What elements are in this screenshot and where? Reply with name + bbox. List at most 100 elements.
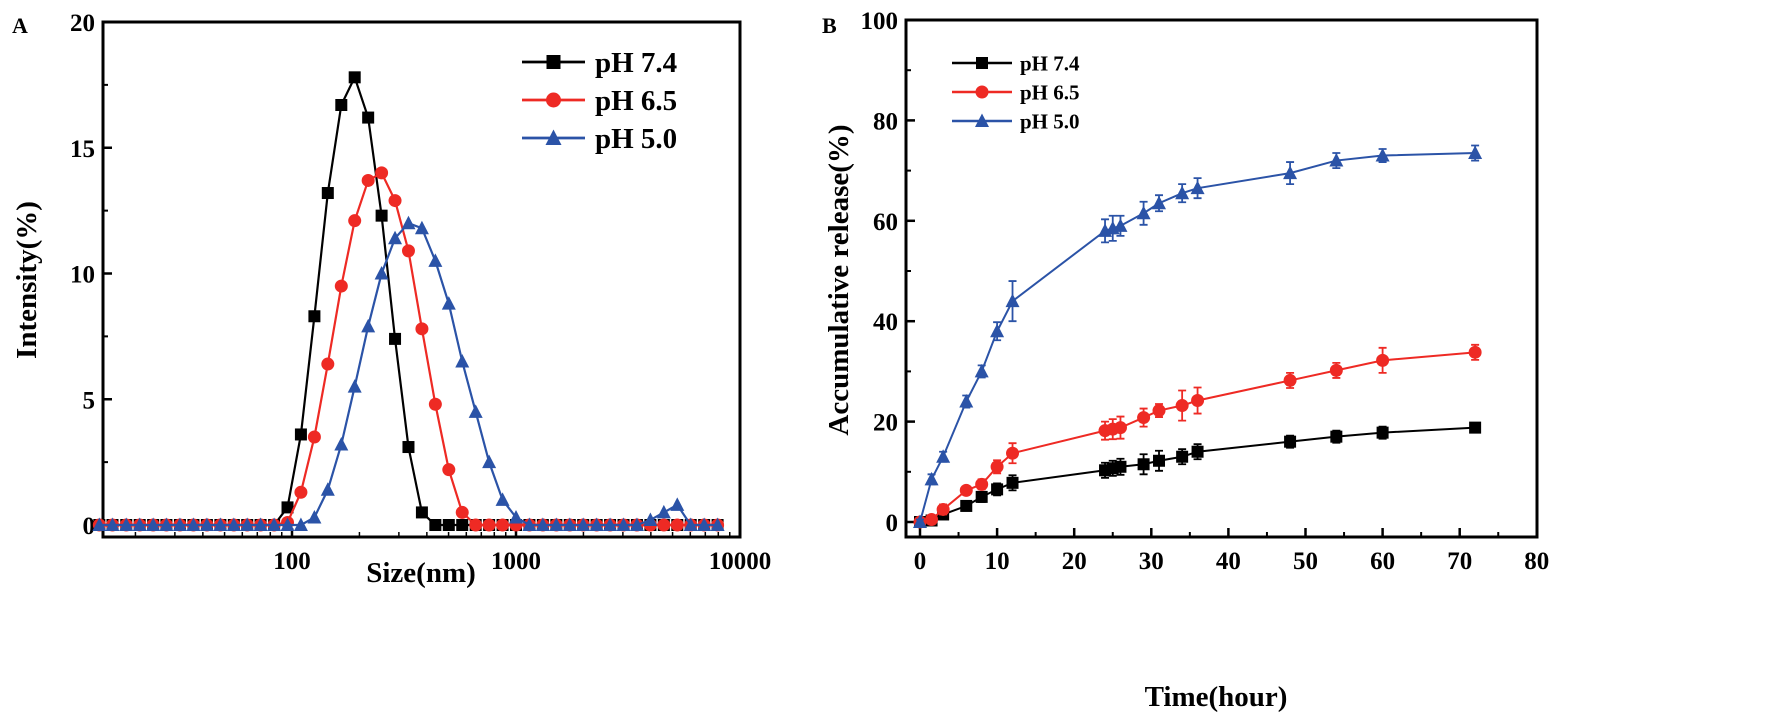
y-axis-label: Intensity(%) — [11, 201, 43, 359]
data-point — [429, 519, 442, 531]
data-point — [924, 471, 939, 486]
data-point — [1175, 399, 1189, 413]
data-point — [414, 220, 429, 235]
chart-b: 0 20 40 60 80 100 0 10 20 30 40 50 60 70 80 Time(hour) A… — [822, 8, 1549, 713]
data-point — [1114, 460, 1127, 473]
legend-label: pH 5.0 — [1020, 109, 1080, 133]
legend-marker — [976, 57, 988, 69]
data-point — [428, 253, 443, 267]
data-point — [374, 266, 389, 280]
x-tick-label: 10000 — [709, 548, 772, 575]
data-point — [1152, 404, 1166, 418]
data-point — [936, 502, 950, 516]
series-line — [919, 351, 1476, 523]
data-point — [1329, 153, 1344, 167]
data-point — [348, 71, 361, 84]
legend-item: pH 6.5 — [522, 85, 677, 117]
x-tick-label: 1000 — [491, 548, 541, 575]
data-point — [1329, 363, 1343, 377]
data-point — [562, 517, 577, 531]
data-point — [293, 517, 308, 531]
y-axis-label: Accumulative release(%) — [823, 124, 855, 435]
data-point — [375, 209, 388, 222]
x-tick-label: 100 — [273, 548, 311, 575]
y-tick-label: 40 — [873, 309, 898, 336]
data-point — [959, 483, 973, 497]
legend-label: pH 7.4 — [595, 47, 677, 79]
data-point — [213, 517, 228, 531]
data-point — [320, 482, 335, 496]
data-point — [267, 517, 282, 531]
data-point — [495, 492, 510, 506]
legend-marker — [546, 92, 561, 108]
x-tick-label: 80 — [1524, 548, 1549, 575]
data-point — [1113, 218, 1128, 232]
data-point — [616, 517, 631, 531]
data-point — [442, 519, 455, 531]
data-point — [159, 517, 174, 531]
y-tick-label: 20 — [70, 10, 95, 37]
data-point — [535, 517, 550, 531]
panel-label: B — [822, 13, 837, 38]
data-point — [199, 517, 214, 531]
data-point — [105, 517, 120, 531]
data-point — [281, 501, 294, 514]
data-point — [697, 517, 712, 531]
data-point — [1005, 293, 1020, 308]
data-point — [1190, 180, 1205, 195]
data-point — [1468, 145, 1483, 160]
data-point — [1191, 394, 1205, 408]
data-point — [388, 230, 403, 245]
legend-item: pH 5.0 — [952, 109, 1080, 133]
data-point — [1113, 421, 1127, 435]
y-tick-label: 60 — [873, 209, 898, 236]
data-point — [401, 215, 416, 230]
data-point — [1006, 476, 1019, 489]
x-tick-label: 30 — [1139, 548, 1164, 575]
data-point — [362, 111, 375, 124]
data-point — [522, 517, 537, 531]
x-axis-label: Time(hour) — [1145, 681, 1288, 713]
data-point — [1376, 353, 1390, 367]
legend-label: pH 7.4 — [1020, 51, 1080, 75]
series-line — [919, 426, 1476, 523]
data-point — [307, 430, 321, 444]
legend-item: pH 7.4 — [952, 51, 1080, 75]
data-point — [1330, 430, 1343, 443]
data-point — [294, 485, 308, 499]
data-point — [710, 517, 725, 531]
data-point — [401, 244, 415, 258]
data-point — [307, 509, 322, 524]
x-tick-label: 40 — [1216, 548, 1241, 575]
data-point — [415, 322, 429, 336]
data-point — [974, 363, 989, 378]
series-ph-5-0 — [92, 215, 725, 531]
x-tick-label: 60 — [1370, 548, 1395, 575]
data-point — [1375, 148, 1390, 162]
data-point — [913, 514, 927, 528]
data-point — [456, 519, 469, 531]
series-ph-5-0 — [913, 144, 1483, 528]
data-point — [442, 463, 456, 477]
data-point — [321, 187, 334, 200]
y-tick-label: 10 — [70, 262, 95, 289]
y-tick-label: 15 — [70, 136, 95, 163]
data-point — [960, 499, 973, 512]
legend-item: pH 7.4 — [522, 47, 677, 79]
data-point — [1175, 185, 1190, 200]
legend-marker — [545, 129, 562, 145]
data-point — [253, 517, 268, 531]
data-point — [1283, 373, 1297, 387]
data-point — [119, 517, 134, 531]
data-point — [441, 296, 456, 310]
data-point — [1469, 421, 1482, 434]
legend-label: pH 5.0 — [595, 123, 677, 155]
data-point — [334, 279, 348, 293]
data-point — [1191, 445, 1204, 458]
data-point — [402, 441, 415, 454]
x-tick-label: 50 — [1293, 548, 1318, 575]
data-point — [132, 517, 147, 531]
series-line — [99, 221, 718, 527]
data-point — [280, 517, 295, 531]
x-tick-label: 0 — [914, 548, 927, 575]
